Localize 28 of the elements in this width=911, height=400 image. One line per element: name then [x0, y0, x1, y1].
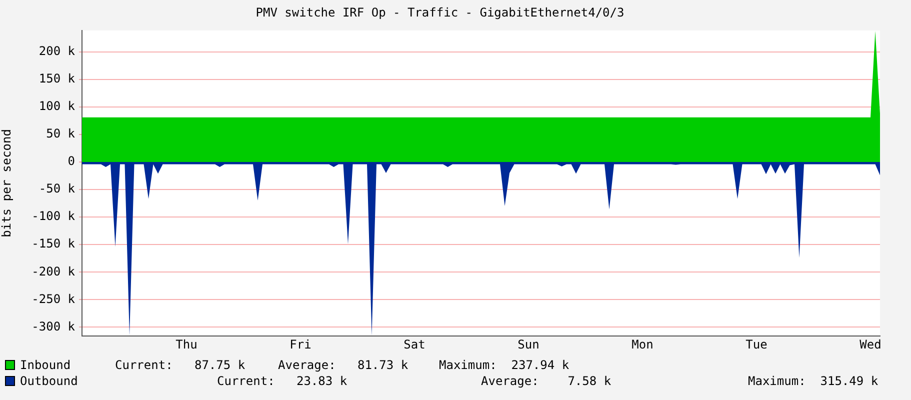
y-tick-label: 200 k	[38, 44, 76, 58]
y-axis-title: bits per second	[0, 129, 14, 238]
text: Current: 23.83 k	[217, 374, 348, 388]
chart-title: PMV switche IRF Op - Traffic - GigabitEthernet4/0/3	[256, 5, 624, 20]
y-tick-label: -300 k	[32, 319, 76, 334]
y-tick-label: -150 k	[32, 236, 76, 251]
y-tick-label: 50 k	[46, 126, 76, 141]
y-tick-label: -250 k	[32, 292, 76, 306]
x-tick-label: Sun	[518, 337, 540, 352]
legend-label: Outbound	[20, 374, 78, 388]
y-tick-label: -200 k	[32, 264, 76, 278]
legend-label: Inbound	[20, 358, 71, 372]
x-tick-label: Tue	[746, 337, 768, 352]
y-tick-label: 150 k	[38, 72, 76, 86]
text: Current: 87.75 k	[115, 358, 246, 372]
y-tick-label: -50 k	[38, 182, 76, 196]
x-tick-label: Sat	[404, 337, 426, 352]
y-tick-label: 100 k	[38, 99, 76, 114]
y-tick-label: -100 k	[32, 209, 76, 224]
x-tick-label: Mon	[632, 337, 654, 352]
x-tick-label: Fri	[290, 337, 312, 352]
y-tick-label: 0	[68, 154, 75, 168]
x-tick-label: Wed	[860, 337, 882, 352]
text: Average: 81.73 k	[278, 358, 408, 372]
text: Maximum: 315.49 k	[748, 374, 878, 388]
text: Average: 7.58 k	[481, 374, 612, 388]
x-tick-label: Thu	[176, 337, 198, 352]
text: Maximum: 237.94 k	[439, 358, 570, 372]
